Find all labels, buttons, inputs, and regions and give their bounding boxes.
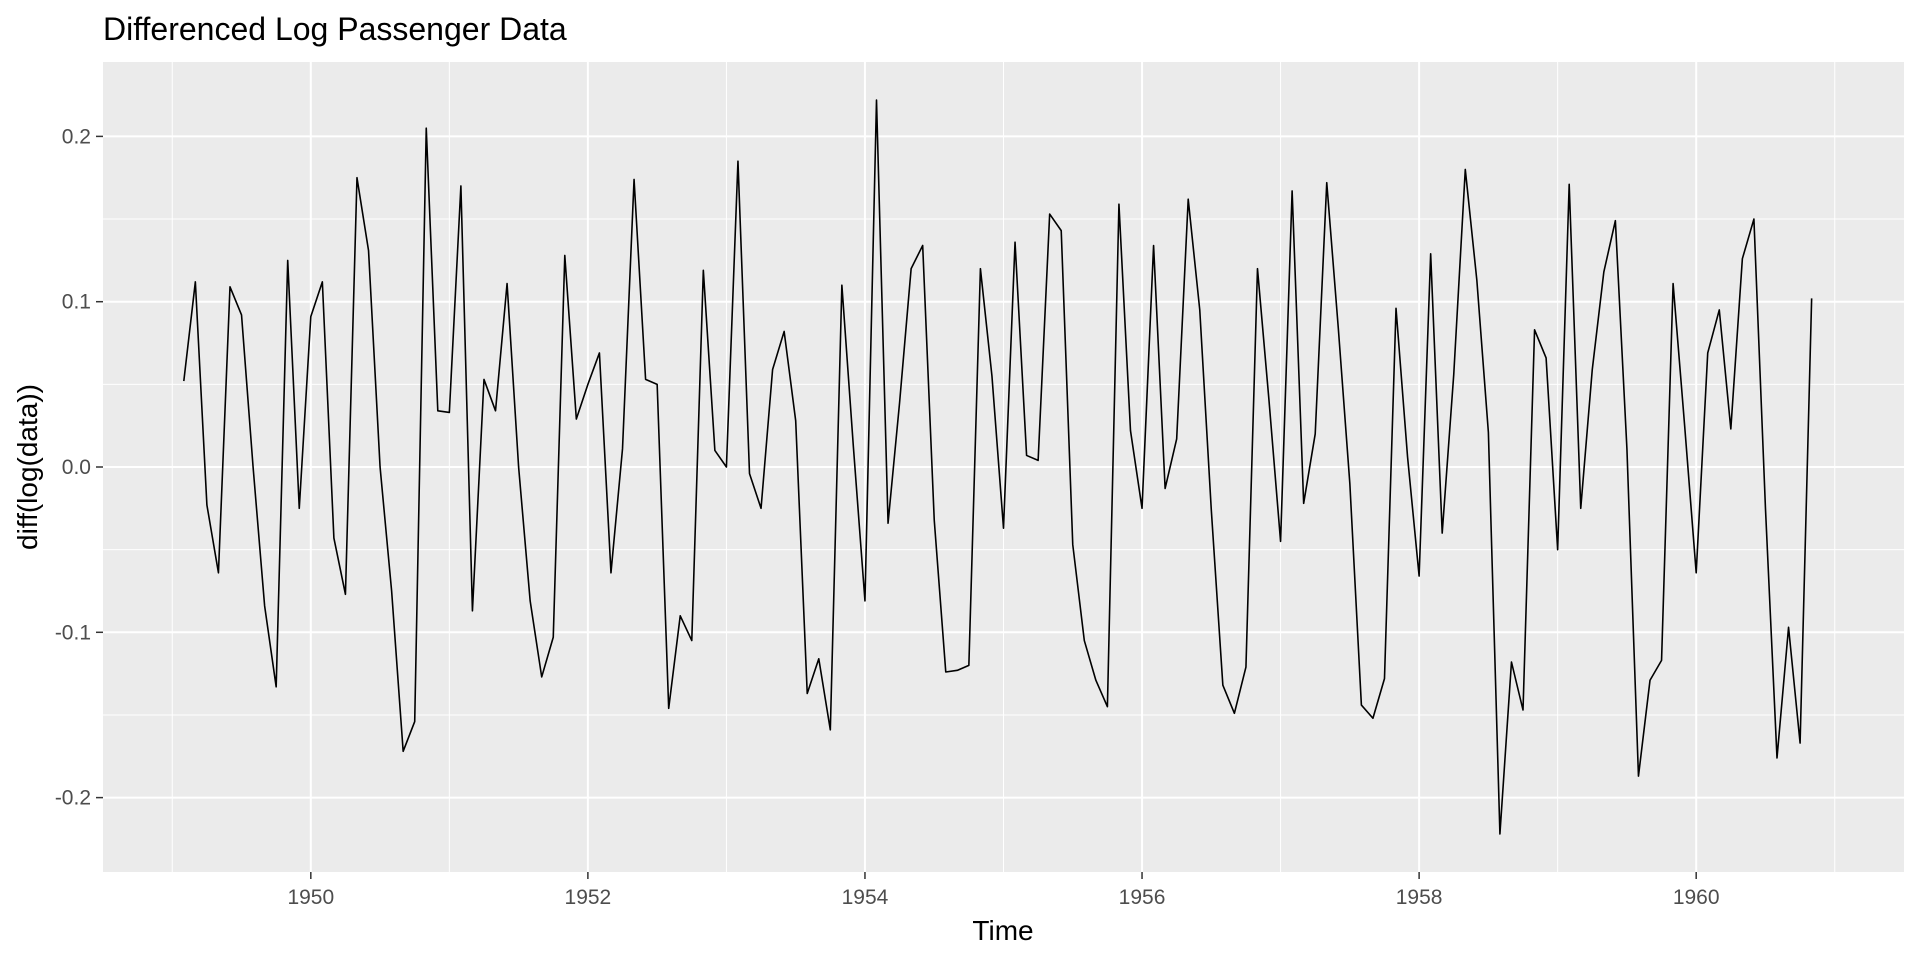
y-tick-label: -0.1: [55, 621, 91, 644]
y-axis-title: diff(log(data)): [12, 384, 43, 550]
y-axis: -0.2 -0.1 0.0 0.1 0.2: [55, 125, 103, 810]
series-line: [183, 99, 1813, 835]
chart-title: Differenced Log Passenger Data: [103, 11, 567, 47]
x-tick-label: 1958: [1396, 886, 1443, 909]
x-tick-label: 1950: [287, 886, 334, 909]
y-tick-label: 0.1: [62, 291, 91, 314]
x-tick-label: 1956: [1119, 886, 1166, 909]
y-tick-label: 0.0: [62, 456, 91, 479]
y-tick-label: -0.2: [55, 787, 91, 810]
x-tick-label: 1954: [842, 886, 889, 909]
major-gridlines: [103, 62, 1904, 872]
x-tick-label: 1952: [565, 886, 612, 909]
x-axis-title: Time: [972, 915, 1033, 946]
x-axis: 1950 1952 1954 1956 1958 1960: [287, 872, 1720, 909]
y-tick-label: 0.2: [62, 125, 91, 148]
x-tick-label: 1960: [1673, 886, 1720, 909]
